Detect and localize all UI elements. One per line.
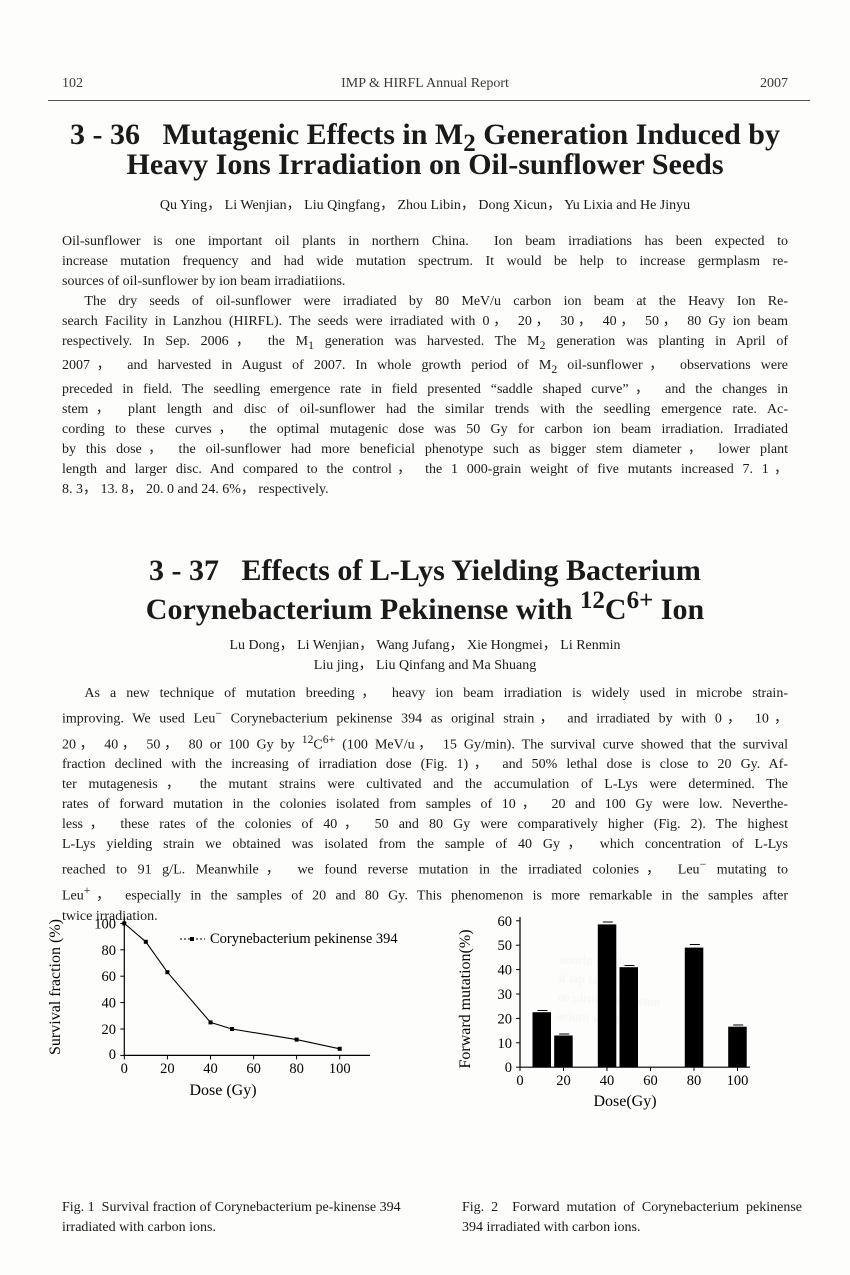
svg-text:60: 60 bbox=[102, 969, 117, 985]
svg-text:Survival fraction (%): Survival fraction (%) bbox=[47, 919, 64, 1055]
svg-text:40: 40 bbox=[600, 1073, 615, 1089]
svg-text:60: 60 bbox=[498, 914, 513, 930]
svg-text:60: 60 bbox=[246, 1061, 261, 1077]
svg-text:20: 20 bbox=[498, 1011, 513, 1027]
svg-text:80: 80 bbox=[289, 1061, 304, 1077]
svg-text:20: 20 bbox=[556, 1073, 571, 1089]
svg-text:20: 20 bbox=[160, 1061, 175, 1077]
svg-text:0: 0 bbox=[516, 1073, 523, 1089]
svg-text:100: 100 bbox=[94, 916, 116, 932]
svg-text:0: 0 bbox=[505, 1060, 512, 1076]
svg-text:80: 80 bbox=[687, 1073, 702, 1089]
svg-text:Dose (Gy): Dose (Gy) bbox=[189, 1082, 256, 1099]
svg-text:0: 0 bbox=[121, 1061, 128, 1077]
svg-text:20: 20 bbox=[102, 1022, 117, 1038]
svg-text:60: 60 bbox=[643, 1073, 658, 1089]
svg-text:Dose(Gy): Dose(Gy) bbox=[593, 1093, 656, 1110]
svg-text:30: 30 bbox=[498, 987, 513, 1003]
svg-text:Forward mutation(%): Forward mutation(%) bbox=[457, 929, 474, 1068]
svg-text:Corynebacterium pekinense 394: Corynebacterium pekinense 394 bbox=[210, 931, 398, 947]
svg-text:40: 40 bbox=[102, 996, 117, 1012]
svg-text:40: 40 bbox=[203, 1061, 218, 1077]
svg-text:0: 0 bbox=[109, 1047, 116, 1063]
svg-text:10: 10 bbox=[498, 1036, 513, 1052]
svg-text:50: 50 bbox=[498, 938, 513, 954]
svg-text:100: 100 bbox=[329, 1061, 351, 1077]
svg-text:40: 40 bbox=[498, 963, 513, 979]
svg-text:100: 100 bbox=[727, 1073, 749, 1089]
svg-text:80: 80 bbox=[102, 943, 117, 959]
